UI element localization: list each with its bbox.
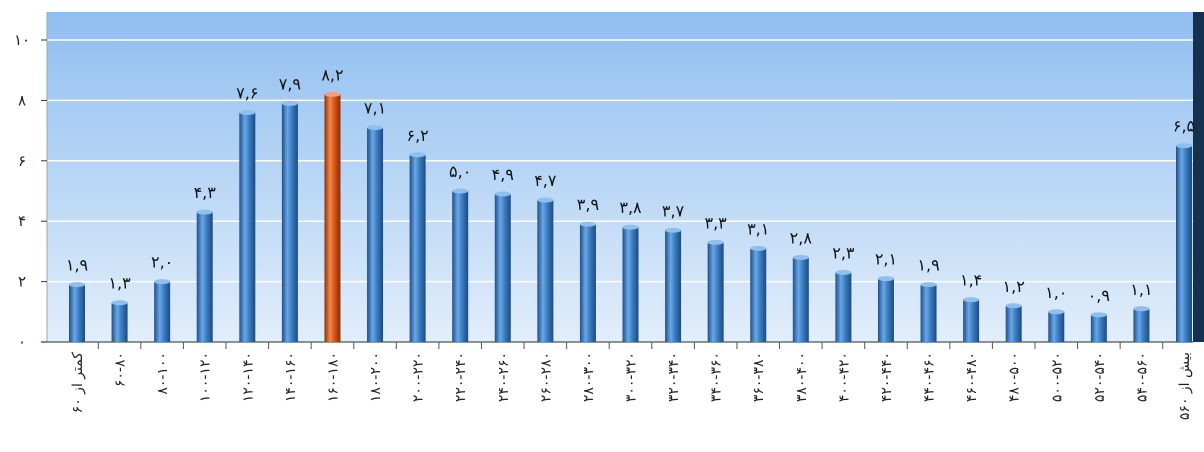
data-label: ۰,۹ [1088,286,1110,305]
x-tick-label: ۲۶۰-۲۸۰ [538,352,554,402]
x-tick-label: ۵۲۰-۵۴۰ [1092,352,1108,402]
data-label: ۳,۹ [577,195,599,214]
x-tick-label: ۶۰-۸۰ [113,352,129,387]
x-tick-label: ۳۲۰-۳۴۰ [666,352,682,402]
y-tick-label: ۴ [18,212,26,230]
y-tick-labels: ۰ ۲ ۴ ۶ ۸ ۱۰ [14,31,47,351]
bar [111,300,128,342]
bar [622,224,639,342]
data-label: ۴,۷ [534,171,557,190]
x-tick-label: ۲۴۰-۲۶۰ [496,352,512,402]
bar [69,282,85,342]
bar [154,279,171,342]
x-tick-label: ۳۰۰-۳۲۰ [624,352,640,402]
x-tick-label: ۱۰۰-۱۲۰ [198,352,214,402]
x-tick-label: ۳۴۰-۳۶۰ [709,352,725,402]
x-tick-label: ۱۸۰-۲۰۰ [368,352,384,402]
data-label: ۳,۸ [619,198,642,217]
data-label: ۶,۵ [1173,117,1195,136]
x-tick-label: ۲۲۰-۲۴۰ [453,352,469,402]
data-label: ۱,۲ [1003,277,1025,296]
bar [877,276,894,342]
y-tick-label: ۲ [18,273,26,291]
bar [1133,306,1150,342]
bar [920,282,937,342]
data-label: ۲,۳ [832,244,855,263]
bar [494,191,511,342]
y-tick-label: ۰ [18,333,26,351]
bar [281,100,298,342]
x-tick-label: ۸۰-۱۰۰ [155,352,171,395]
bar [579,221,596,342]
bar [537,197,554,342]
data-label: ۵,۰ [449,162,471,181]
data-label: ۷,۱ [364,99,386,118]
data-label: ۴,۹ [492,165,514,184]
data-label: ۲,۸ [790,228,813,247]
data-label: ۴,۳ [194,183,217,202]
x-tick-label: کمتر از ۶۰ [70,352,86,414]
plot-right-wall [1193,12,1204,342]
bar [452,188,469,342]
data-label: ۱,۱ [1130,280,1152,299]
y-tick-label: ۸ [18,91,26,109]
axes [41,12,1193,343]
x-tick-label: ۱۶۰-۱۸۰ [325,352,341,402]
bar [409,152,426,342]
data-label: ۸,۲ [321,65,343,84]
bar [324,91,341,342]
x-tick-label: بیش از ۵۶۰ [1177,352,1193,420]
bar [963,297,980,342]
y-tick-label: ۶ [18,152,26,170]
x-tick-label: ۳۸۰-۴۰۰ [794,352,810,402]
bar [835,270,852,342]
gridlines [47,39,1193,283]
bar [1090,312,1107,342]
data-label: ۲,۰ [151,253,173,272]
data-label: ۱,۹ [66,256,88,275]
bar [1005,303,1022,342]
x-tick-label: ۲۸۰-۳۰۰ [581,352,597,402]
bar [1176,143,1192,342]
x-tick-label: ۴۸۰-۵۰۰ [1007,352,1023,402]
x-tick-label: ۴۰۰-۴۲۰ [836,352,852,402]
x-tick-label: ۱۴۰-۱۶۰ [283,352,299,402]
x-tick-label: ۴۶۰-۴۸۰ [964,352,980,402]
bar [707,239,724,342]
data-label: ۱,۹ [917,256,939,275]
bar [196,209,213,342]
data-label: ۷,۶ [236,83,258,102]
x-tick-labels: کمتر از ۶۰ ۶۰-۸۰ ۸۰-۱۰۰ ۱۰۰-۱۲۰ ۱۲۰-۱۴۰ ۱۴۰-۱… [70,342,1193,420]
x-tick-label: ۱۲۰-۱۴۰ [240,352,256,402]
data-label: ۲,۱ [875,250,897,269]
x-tick-label: ۵۰۰-۵۲۰ [1049,352,1065,402]
bar [750,245,767,342]
x-tick-label: ۴۴۰-۴۶۰ [922,352,938,402]
data-label: ۶,۲ [406,126,428,145]
bar [239,109,256,342]
bar [665,227,682,342]
data-label: ۱,۳ [108,274,131,293]
data-label: ۳,۳ [705,213,728,232]
data-label: ۱,۴ [960,271,982,290]
data-labels: ۱,۹ ۱,۳ ۲,۰ ۴,۳ ۷,۶ ۷,۹ ۸,۲ ۷,۱ ۶,۲ ۵,۰ ۴,۹ ۴,۷ ۳,۹ ۳… [66,65,1195,304]
data-label: ۳,۷ [662,201,685,220]
bar [367,125,384,342]
data-label: ۱,۰ [1045,283,1067,302]
x-tick-label: ۲۰۰-۲۲۰ [411,352,427,402]
x-tick-label: ۳۶۰-۳۸۰ [751,352,767,402]
bar [1048,309,1065,342]
x-tick-label: ۴۲۰-۴۴۰ [879,352,895,402]
bar [792,254,809,342]
data-label: ۷,۹ [279,74,301,93]
y-tick-label: ۱۰ [14,31,30,49]
x-tick-label: ۵۴۰-۵۶۰ [1134,352,1150,402]
data-label: ۳,۱ [747,219,769,238]
bars [69,91,1192,342]
